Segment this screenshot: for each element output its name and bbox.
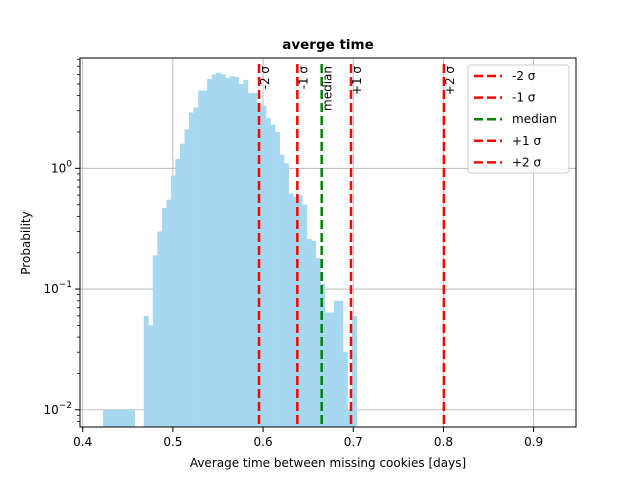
histogram-bar	[193, 107, 199, 427]
histogram-bar	[234, 77, 240, 428]
histogram-bar	[152, 255, 158, 427]
x-tick-label: 0.9	[524, 435, 543, 449]
histogram-bar	[229, 76, 235, 427]
histogram-bar	[211, 74, 217, 427]
legend: -2 σ -1 σ median +1 σ +2 σ	[467, 64, 570, 174]
x-tick-label: 0.7	[344, 435, 363, 449]
histogram-bar	[107, 409, 113, 427]
histogram-bar	[143, 315, 149, 427]
legend-label: +2 σ	[512, 155, 542, 169]
chart-title: averge time	[282, 37, 374, 53]
y-tick-label: 10−2	[43, 401, 72, 417]
histogram-bar	[324, 312, 330, 427]
histogram-bar	[261, 105, 267, 428]
histogram-bar	[311, 241, 317, 427]
histogram-bar	[220, 74, 226, 427]
histogram-bar	[252, 93, 258, 427]
histogram-bar	[130, 409, 136, 427]
histogram-bar	[189, 112, 194, 427]
histogram-bar	[121, 409, 127, 427]
legend-box	[467, 64, 570, 174]
x-tick-label: 0.4	[73, 435, 92, 449]
histogram-bar	[351, 315, 357, 427]
legend-label: -2 σ	[512, 69, 536, 83]
y-axis: 10−2 10−1 100	[43, 58, 80, 422]
histogram-bar	[279, 154, 285, 427]
histogram-bar	[275, 131, 280, 427]
reference-line-label: median	[321, 66, 335, 111]
histogram-bar	[207, 78, 213, 427]
reference-line-label: -2 σ	[258, 66, 272, 90]
histogram-bar	[284, 163, 290, 428]
histogram-bar	[216, 72, 222, 428]
histogram-bar	[297, 195, 303, 427]
histogram-bar	[315, 258, 321, 427]
reference-line-label: -1 σ	[296, 66, 310, 90]
histogram-bar	[112, 409, 117, 427]
histogram-bar	[342, 352, 348, 427]
y-tick-label: 10−1	[43, 280, 72, 296]
histogram-bar	[102, 409, 108, 427]
x-tick-label: 0.5	[163, 435, 182, 449]
histogram-bar	[265, 118, 271, 428]
x-axis: 0.4 0.5 0.6 0.7 0.8 0.9	[73, 427, 543, 449]
reference-lines: -2 σ -1 σ median +1 σ +2 σ	[257, 64, 457, 427]
histogram-bar	[288, 193, 294, 427]
histogram-bar	[333, 300, 339, 427]
histogram-bar	[125, 409, 131, 427]
histogram-bar	[198, 90, 203, 428]
y-axis-label: Probability	[19, 211, 33, 274]
x-tick-label: 0.6	[254, 435, 273, 449]
histogram-bar	[179, 143, 185, 427]
histogram-bar	[338, 300, 344, 427]
legend-label: -1 σ	[512, 91, 536, 105]
histogram-bar	[116, 409, 122, 427]
histogram-bar	[302, 204, 308, 427]
histogram-bar	[243, 79, 249, 427]
legend-label: median	[512, 112, 557, 126]
histogram-bar	[170, 175, 176, 427]
reference-line-label: +2 σ	[443, 66, 457, 96]
histogram-bar	[270, 124, 276, 427]
histogram-bar	[238, 83, 244, 427]
histogram-bar	[306, 238, 312, 427]
reference-line-label: +1 σ	[350, 66, 364, 96]
histogram-bar	[148, 325, 154, 427]
histogram-bar	[161, 207, 167, 427]
x-axis-label: Average time between missing cookies [da…	[190, 456, 466, 470]
histogram-bar	[175, 158, 181, 427]
histogram-bar	[166, 199, 172, 427]
plot-frame	[79, 57, 577, 428]
histogram-bar	[293, 196, 299, 427]
y-tick-label: 100	[51, 159, 72, 175]
x-tick-label: 0.8	[434, 435, 453, 449]
histogram-bar	[329, 312, 335, 427]
histogram-bar	[202, 90, 208, 428]
histogram-bar	[225, 77, 231, 428]
legend-label: +1 σ	[512, 134, 542, 148]
histogram-bar	[157, 231, 163, 427]
histogram-bar	[247, 93, 253, 427]
histogram-bar	[184, 129, 190, 428]
